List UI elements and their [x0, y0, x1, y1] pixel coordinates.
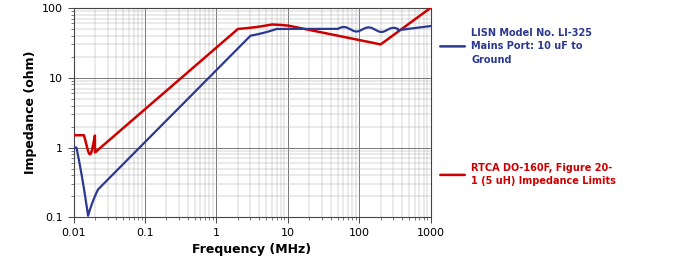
- Text: RTCA DO-160F, Figure 20-
1 (5 uH) Impedance Limits: RTCA DO-160F, Figure 20- 1 (5 uH) Impeda…: [471, 163, 616, 187]
- Text: LISN Model No. LI-325
Mains Port: 10 uF to
Ground: LISN Model No. LI-325 Mains Port: 10 uF …: [471, 28, 592, 65]
- Y-axis label: Impedance (ohm): Impedance (ohm): [24, 51, 36, 174]
- X-axis label: Frequency (MHz): Frequency (MHz): [193, 243, 312, 256]
